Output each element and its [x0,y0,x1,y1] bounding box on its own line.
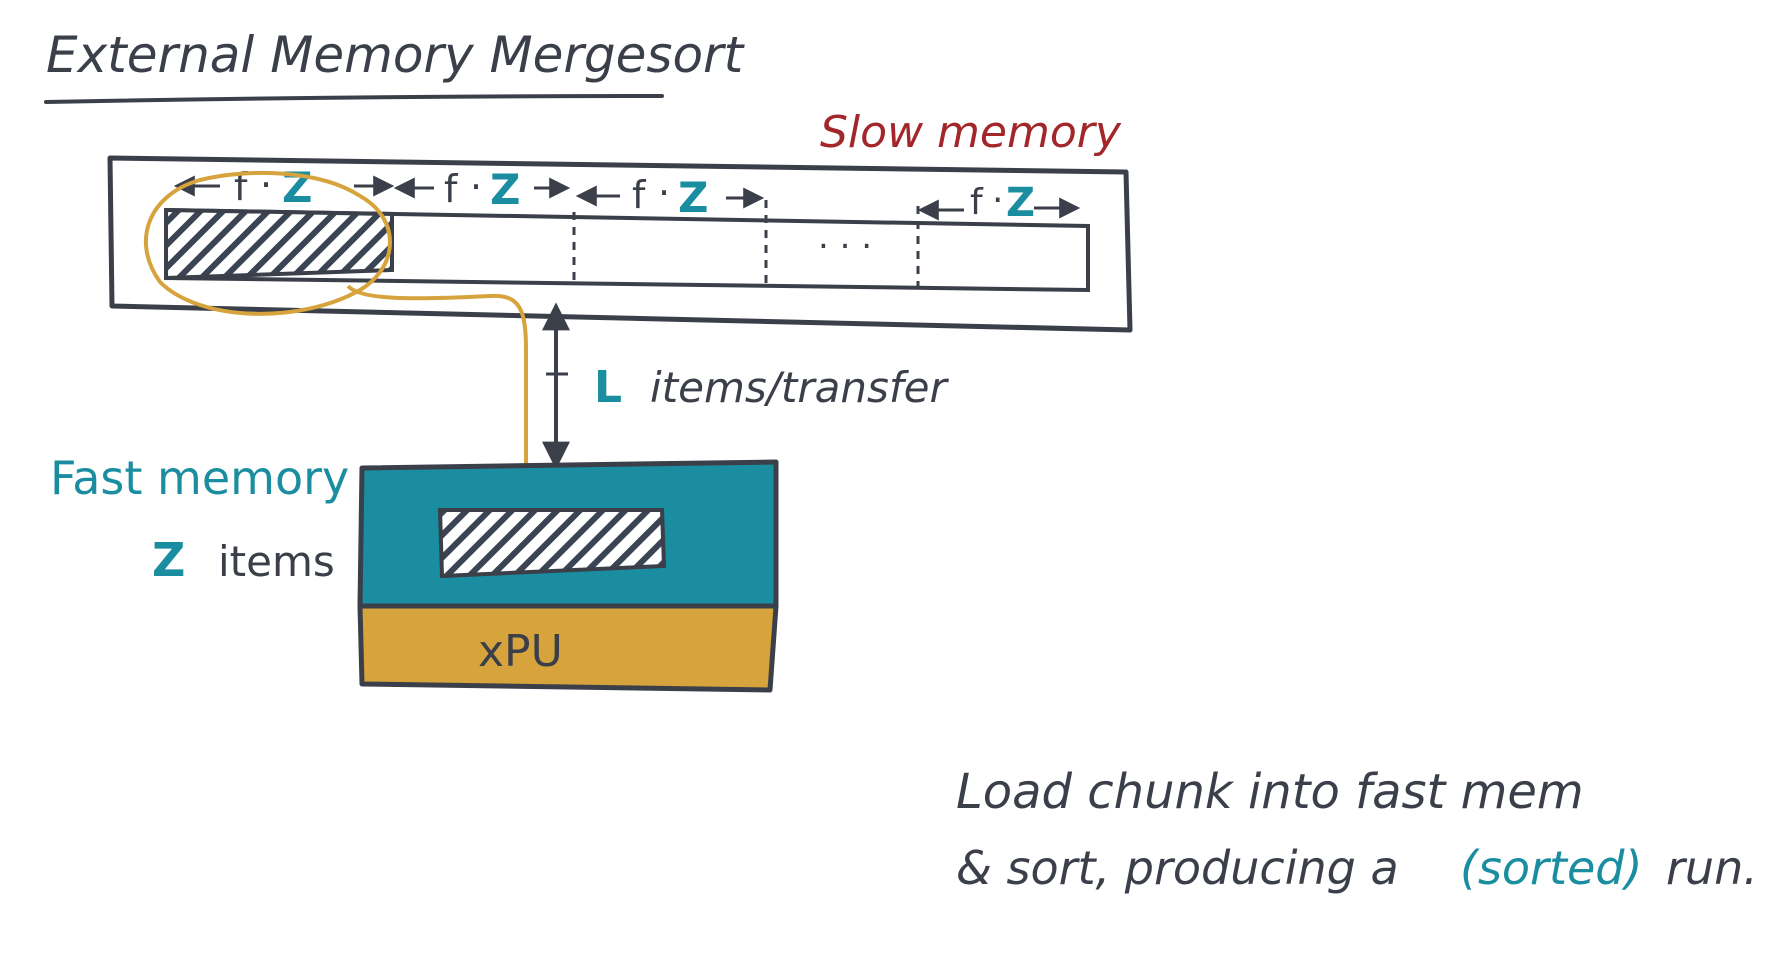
slow-memory-label: Slow memory [820,107,1122,158]
hatched-chunk-slow [164,207,394,281]
chunk-label-z: Z [1006,180,1035,226]
fast-memory-capacity-variable: Z [152,533,185,587]
chunk-label-dot: · [658,171,670,215]
chunk-label-f: f [444,167,459,211]
chunk-label-dot: · [470,165,482,209]
chunk-width-label-4: f · Z [917,180,1081,226]
caption-line-2-highlight: (sorted) [1460,841,1642,895]
xpu-box [357,603,779,693]
chunk-highlight-circle [143,170,392,316]
fast-memory-label: Fast memory [50,451,349,505]
chunk-ellipsis: . . . [818,217,872,257]
transfer-label: items/transfer [650,363,950,412]
hatched-chunk-fast [437,508,667,579]
xpu-label: xPU [478,626,563,677]
chunk-label-f: f [234,165,249,209]
chunk-label-f: f [970,182,984,223]
page-title: External Memory Mergesort [46,26,746,84]
chunk-width-label-3: f · Z [575,171,765,222]
caption-line-1: Load chunk into fast mem [956,764,1584,820]
chunk-label-f: f [632,173,647,217]
fast-memory-capacity-label: items [218,537,335,586]
chunk-label-z: Z [490,165,520,214]
chunk-width-label-2: f · Z [393,165,571,214]
caption-line-2-suffix: run. [1666,841,1758,895]
transfer-variable: L [594,362,622,413]
chunk-label-z: Z [282,163,312,212]
chunk-label-dot: · [992,180,1003,221]
caption-line-2-prefix: & sort, producing a [956,841,1399,895]
chunk-label-dot: · [260,163,272,207]
title-underline [44,94,664,104]
chunk-label-z: Z [678,173,708,222]
